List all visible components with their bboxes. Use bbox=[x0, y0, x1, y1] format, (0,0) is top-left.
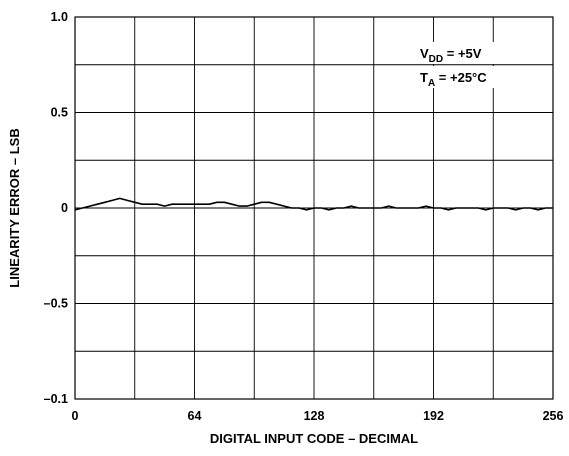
annotation-background bbox=[412, 66, 543, 88]
y-tick-label: 0.5 bbox=[51, 106, 68, 120]
x-tick-label: 0 bbox=[72, 409, 79, 423]
y-tick-labels: 1.0 0.5 0 –0.5 –0.1 bbox=[44, 10, 68, 406]
x-tick-labels: 0 64 128 192 256 bbox=[72, 409, 564, 423]
series-line bbox=[74, 197, 553, 211]
series-layer bbox=[74, 197, 553, 211]
annotation-background bbox=[412, 42, 543, 64]
x-tick-label: 64 bbox=[188, 409, 202, 423]
annotation-layer: VDD = +5V TA = +25°C bbox=[412, 42, 543, 89]
y-tick-label: –0.5 bbox=[44, 297, 68, 311]
y-tick-label: 0 bbox=[61, 201, 68, 215]
x-tick-label: 128 bbox=[304, 409, 325, 423]
annotation-text: VDD = +5V bbox=[420, 46, 482, 65]
x-axis-title: DIGITAL INPUT CODE – DECIMAL bbox=[210, 431, 418, 446]
x-tick-label: 192 bbox=[423, 409, 444, 423]
annotation-text: TA = +25°C bbox=[420, 70, 487, 89]
y-tick-label: 1.0 bbox=[51, 10, 68, 24]
y-tick-label: –0.1 bbox=[44, 392, 68, 406]
x-tick-label: 256 bbox=[543, 409, 564, 423]
y-axis-title: LINEARITY ERROR – LSB bbox=[7, 128, 22, 287]
